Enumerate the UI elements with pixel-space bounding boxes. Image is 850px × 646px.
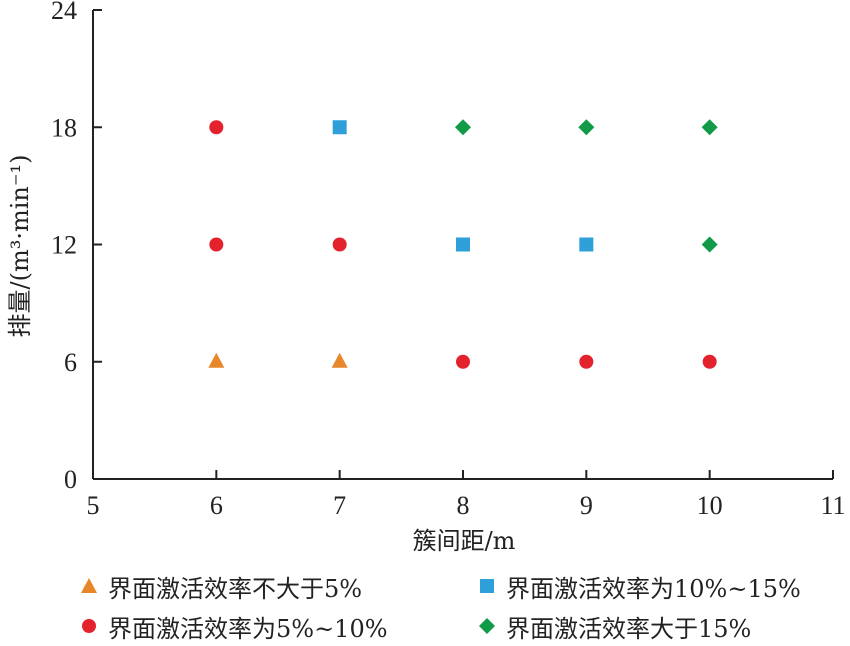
y-tick-label: 0: [64, 465, 77, 494]
y-tick-label: 12: [51, 231, 77, 260]
diamond-marker-icon: [479, 618, 495, 634]
data-point-diamond: [701, 236, 718, 253]
legend-item-diamond: 界面激活效率大于15%: [476, 608, 751, 644]
data-point-triangle: [331, 352, 348, 368]
triangle-marker-icon: [81, 578, 97, 593]
axes: [92, 9, 834, 480]
x-tick-label: 5: [87, 491, 100, 520]
data-point-diamond: [578, 119, 595, 136]
data-point-square: [579, 237, 594, 252]
data-point-circle: [332, 237, 347, 252]
circle-marker-icon: [82, 619, 96, 633]
square-marker-icon: [480, 579, 494, 593]
legend-label: 界面激活效率为5%~10%: [108, 614, 388, 643]
data-point-circle: [209, 237, 224, 252]
legend-item-circle: 界面激活效率为5%~10%: [78, 608, 388, 644]
legend: 界面激活效率不大于5% 界面激活效率为10%~15% 界面激活效率为5%~10%…: [78, 566, 848, 644]
data-points: [208, 119, 718, 369]
legend-item-square: 界面激活效率为10%~15%: [476, 568, 801, 604]
data-point-circle: [456, 354, 470, 369]
data-point-circle: [579, 354, 594, 369]
x-tick-label: 11: [820, 491, 845, 520]
legend-label: 界面激活效率大于15%: [506, 614, 752, 643]
x-tick-label: 10: [697, 491, 723, 520]
x-tick-label: 9: [580, 491, 593, 520]
data-point-square: [332, 120, 347, 135]
data-point-diamond: [455, 119, 471, 136]
legend-label: 界面激活效率不大于5%: [108, 574, 363, 603]
legend-item-triangle: 界面激活效率不大于5%: [78, 568, 362, 604]
x-tick-label: 7: [333, 491, 346, 520]
data-point-triangle: [208, 352, 225, 368]
y-axis-title: 排量/(m³·min⁻¹): [6, 155, 34, 338]
y-tick-label: 24: [51, 0, 77, 25]
x-tick-label: 6: [210, 491, 223, 520]
y-tick-label: 6: [64, 348, 77, 377]
data-point-square: [456, 237, 470, 252]
legend-label: 界面激活效率为10%~15%: [506, 574, 801, 603]
data-point-circle: [702, 354, 717, 369]
data-point-diamond: [701, 119, 718, 136]
x-axis-title: 簇间距/m: [413, 527, 516, 555]
x-tick-label: 8: [457, 491, 470, 520]
data-point-circle: [209, 120, 224, 135]
y-tick-label: 18: [51, 113, 77, 142]
tick-labels: 0 6 12 18 24 5 6 7 8 9 10 11: [51, 0, 846, 520]
